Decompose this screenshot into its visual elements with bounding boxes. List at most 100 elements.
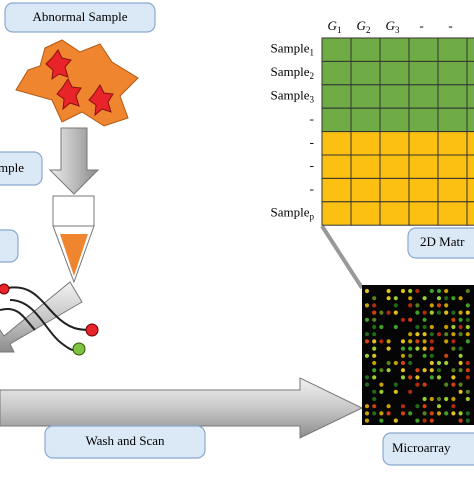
spot [430,375,434,379]
spot [466,339,470,343]
matrix-cell [351,178,380,201]
spot [401,354,405,358]
box-label: Abnormal Sample [33,9,128,24]
spot [372,318,376,322]
spot [423,296,427,300]
spot [437,397,441,401]
spot [430,332,434,336]
label-text: - [310,158,314,173]
spot [408,375,412,379]
spot [437,361,441,365]
matrix-label: - [310,134,314,149]
spot [365,411,369,415]
spot [408,339,412,343]
spot [415,383,419,387]
spot [444,311,448,315]
spot [408,303,412,307]
spot [394,419,398,423]
label-text: Sample [271,87,310,102]
spot [372,368,376,372]
matrix-cell [322,85,351,108]
spot [379,419,383,423]
spot [437,404,441,408]
spot [394,361,398,365]
spot [437,411,441,415]
spot [437,311,441,315]
spot [372,325,376,329]
spot [408,390,412,394]
spot [444,361,448,365]
spot [415,289,419,293]
spot [379,311,383,315]
matrix-cell [467,38,474,61]
matrix-cell [351,85,380,108]
spot [387,296,391,300]
matrix-cell [409,155,438,178]
spot [372,404,376,408]
spot [437,375,441,379]
label-sub: 2 [366,25,371,35]
spot [379,325,383,329]
label-text: - [448,18,452,33]
matrix-cell [438,85,467,108]
matrix-cell [380,155,409,178]
spot [379,383,383,387]
box-label: Wash and Scan [85,433,165,448]
matrix-cell [380,61,409,84]
spot [394,296,398,300]
box-label: mple [0,160,24,175]
spot [459,411,463,415]
spot [444,397,448,401]
spot [423,383,427,387]
spot [430,303,434,307]
matrix-cell [351,61,380,84]
spot [466,318,470,322]
matrix-cell [351,132,380,155]
matrix-cell [380,108,409,131]
spot [430,368,434,372]
matrix-label: - [310,181,314,196]
spot [444,332,448,336]
matrix-cell [467,108,474,131]
spot [415,404,419,408]
spot [415,375,419,379]
spot [372,411,376,415]
spot [444,289,448,293]
spot [459,325,463,329]
spot [401,289,405,293]
spot [430,361,434,365]
spot [372,332,376,336]
matrix-label: Sample1 [271,41,315,58]
spot [466,390,470,394]
matrix-label: - [310,158,314,173]
spot [415,339,419,343]
spot [444,383,448,387]
spot [459,311,463,315]
spot [379,368,383,372]
matrix-cell [438,202,467,225]
spot [365,419,369,423]
spot [372,361,376,365]
matrix-cell [380,202,409,225]
spot [423,397,427,401]
matrix-cell [467,178,474,201]
spot [466,419,470,423]
matrix-cell [322,38,351,61]
spot [459,332,463,336]
spot [379,339,383,343]
spot [459,383,463,387]
spot [401,339,405,343]
spot [451,347,455,351]
matrix-label: Sample2 [271,64,315,81]
spot [379,411,383,415]
matrix-cell [322,155,351,178]
spot [372,311,376,315]
spot [451,404,455,408]
matrix-cell [322,108,351,131]
label-sub: p [310,212,315,222]
label-text: - [310,181,314,196]
spot [415,311,419,315]
matrix-cell [380,178,409,201]
spot [387,361,391,365]
